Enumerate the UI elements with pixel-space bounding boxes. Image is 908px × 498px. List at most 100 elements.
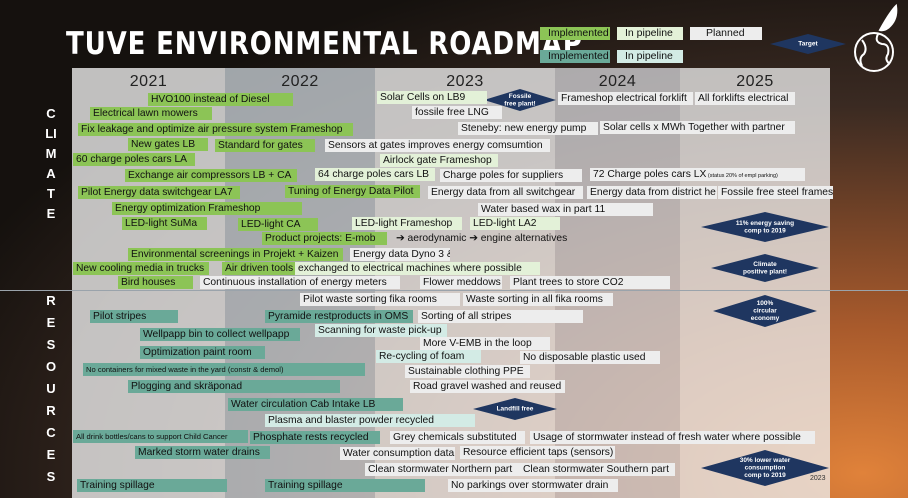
year-label: 2022 bbox=[281, 73, 319, 90]
legend-item: Implemented bbox=[540, 50, 610, 63]
item-text: No disposable plastic used bbox=[523, 351, 646, 363]
roadmap-item: Energy optimization Frameshop bbox=[112, 201, 302, 215]
item-text: Resource efficient taps (sensors) bbox=[463, 446, 614, 458]
section-label: CLIMATE bbox=[45, 106, 57, 221]
roadmap-item: All forklifts electrical bbox=[695, 91, 795, 105]
item-text: Marked storm water drains bbox=[138, 446, 260, 458]
year-label: 2021 bbox=[129, 73, 168, 90]
section-label: RESOURCES bbox=[45, 293, 57, 484]
roadmap-item: Water based wax in part 11 bbox=[478, 202, 653, 216]
globe-icon bbox=[854, 3, 898, 72]
roadmap-item: Sensors at gates improves energy comsumt… bbox=[325, 138, 550, 152]
roadmap-item: Electrical lawn mowers bbox=[90, 106, 212, 120]
roadmap-item: exchanged to electrical machines where p… bbox=[295, 261, 540, 275]
item-text: Sorting of all stripes bbox=[421, 310, 512, 322]
roadmap-item: Steneby: new energy pump bbox=[458, 121, 598, 135]
item-text: Fix leakage and optimize air pressure sy… bbox=[81, 123, 343, 135]
roadmap-item: Product projects: E-mob bbox=[262, 231, 387, 245]
target-diamond bbox=[484, 89, 556, 111]
target-text: Landfill free bbox=[497, 406, 534, 413]
target-text: comp to 2019 bbox=[744, 227, 786, 234]
roadmap-item: Fossile free steel frames bbox=[718, 185, 833, 199]
item-text: 64 charge poles cars LB bbox=[318, 168, 430, 180]
target-text: 30% lower water bbox=[740, 457, 791, 464]
year-label: 2023 bbox=[446, 73, 484, 90]
roadmap-item: Charge poles for suppliers bbox=[440, 168, 582, 182]
item-text: Plogging and skräponad bbox=[131, 380, 243, 392]
roadmap-item: fossile free LNG bbox=[412, 105, 502, 119]
target-text: consumption bbox=[745, 465, 786, 472]
year-label: 2025 bbox=[736, 73, 774, 90]
legend-target: Target bbox=[770, 34, 846, 54]
item-text: More V-EMB in the loop bbox=[423, 337, 532, 349]
item-text: Clean stormwater Northern part bbox=[368, 463, 513, 475]
roadmap-item: No parkings over stormwater drain bbox=[448, 478, 618, 492]
roadmap-item: Water circulation Cab Intake LB bbox=[228, 397, 403, 411]
roadmap-item: No containers for mixed waste in the yar… bbox=[83, 362, 365, 376]
item-text: exchanged to electrical machines where p… bbox=[298, 262, 522, 274]
year-label: 2024 bbox=[598, 73, 637, 90]
roadmap-item: Pyramide restproducts in OMS bbox=[265, 309, 413, 323]
roadmap-item: Pilot waste sorting fika rooms bbox=[300, 292, 460, 306]
legend-item: In pipeline bbox=[617, 27, 683, 40]
roadmap-item: Training spillage bbox=[77, 478, 227, 492]
roadmap-item: Marked storm water drains bbox=[135, 445, 270, 459]
roadmap-item: Grey chemicals substituted bbox=[390, 430, 525, 444]
target-text: Fossile bbox=[509, 93, 532, 100]
item-text: No parkings over stormwater drain bbox=[451, 479, 609, 491]
target-text: comp to 2019 bbox=[744, 472, 786, 479]
roadmap-item: ➔ aerodynamic ➔ engine alternatives bbox=[393, 232, 583, 245]
roadmap-item: Continuous installation of energy meters bbox=[200, 275, 400, 289]
roadmap-item: Pilot Energy data switchgear LA7 bbox=[78, 185, 240, 199]
roadmap-item: 60 charge poles cars LA bbox=[73, 152, 195, 166]
item-text: LED-light Frameshop bbox=[355, 217, 453, 229]
item-text: 72 Charge poles cars LX bbox=[593, 168, 707, 180]
item-text: Clean stormwater Southern part bbox=[523, 463, 669, 475]
item-text: New gates LB bbox=[131, 138, 196, 150]
item-text: Standard for gates bbox=[218, 139, 303, 151]
roadmap-item: Plogging and skräponad bbox=[128, 379, 340, 393]
item-text: Energy optimization Frameshop bbox=[115, 202, 261, 214]
target-text: 11% energy saving bbox=[736, 220, 794, 227]
target-text: 100% bbox=[757, 300, 774, 307]
roadmap-item: No disposable plastic used bbox=[520, 350, 660, 364]
roadmap-item: Clean stormwater Northern part bbox=[365, 462, 520, 476]
item-text: Tuning of Energy Data Pilot bbox=[288, 185, 414, 197]
roadmap-item: Plasma and blaster powder recycled bbox=[265, 413, 475, 427]
roadmap-item: Sorting of all stripes bbox=[418, 309, 583, 323]
item-text: Product projects: E-mob bbox=[265, 232, 376, 244]
item-text: Continuous installation of energy meters bbox=[203, 276, 387, 288]
item-text: Pilot waste sorting fika rooms bbox=[303, 293, 437, 305]
roadmap-item: Energy data from all switchgear bbox=[428, 185, 583, 199]
roadmap-item: New cooling media in trucks bbox=[73, 261, 209, 275]
roadmap-item: LED-light CA bbox=[238, 217, 318, 231]
roadmap-item: Bird houses bbox=[118, 275, 193, 289]
legend-item: Planned bbox=[690, 27, 762, 40]
item-text: Wellpapp bin to collect wellpapp bbox=[143, 328, 290, 340]
item-text: Energy data from all switchgear bbox=[431, 186, 576, 198]
item-text: LED-light CA bbox=[241, 218, 301, 230]
item-text: Solar cells x MWh Together with partner bbox=[603, 121, 785, 133]
item-text: Plasma and blaster powder recycled bbox=[268, 414, 434, 426]
item-text: Plant trees to store CO2 bbox=[513, 276, 624, 288]
item-text: Phosphate rests recycled bbox=[253, 431, 369, 443]
roadmap-item: Fix leakage and optimize air pressure sy… bbox=[78, 122, 353, 136]
item-text: Pilot Energy data switchgear LA7 bbox=[81, 186, 233, 198]
item-text: Steneby: new energy pump bbox=[461, 122, 587, 134]
roadmap-item: LED-light SuMa bbox=[122, 216, 207, 230]
item-text: HVO100 instead of Diesel bbox=[151, 93, 270, 105]
roadmap-item: Energy data from district he bbox=[587, 185, 717, 199]
item-text: Re-cycling of foam bbox=[379, 350, 465, 362]
item-text: Airlock gate Frameshop bbox=[383, 154, 492, 166]
item-text: Bird houses bbox=[121, 276, 176, 288]
item-text: Frameshop electrical forklift bbox=[561, 92, 687, 104]
roadmap-item: More V-EMB in the loop bbox=[420, 336, 550, 350]
item-text: Air driven tools bbox=[225, 262, 294, 274]
item-text: Fossile free steel frames bbox=[721, 186, 833, 198]
item-text: Electrical lawn mowers bbox=[93, 107, 198, 119]
item-text: Energy data from district he bbox=[590, 186, 716, 198]
roadmap-item: Air driven tools bbox=[222, 261, 297, 275]
